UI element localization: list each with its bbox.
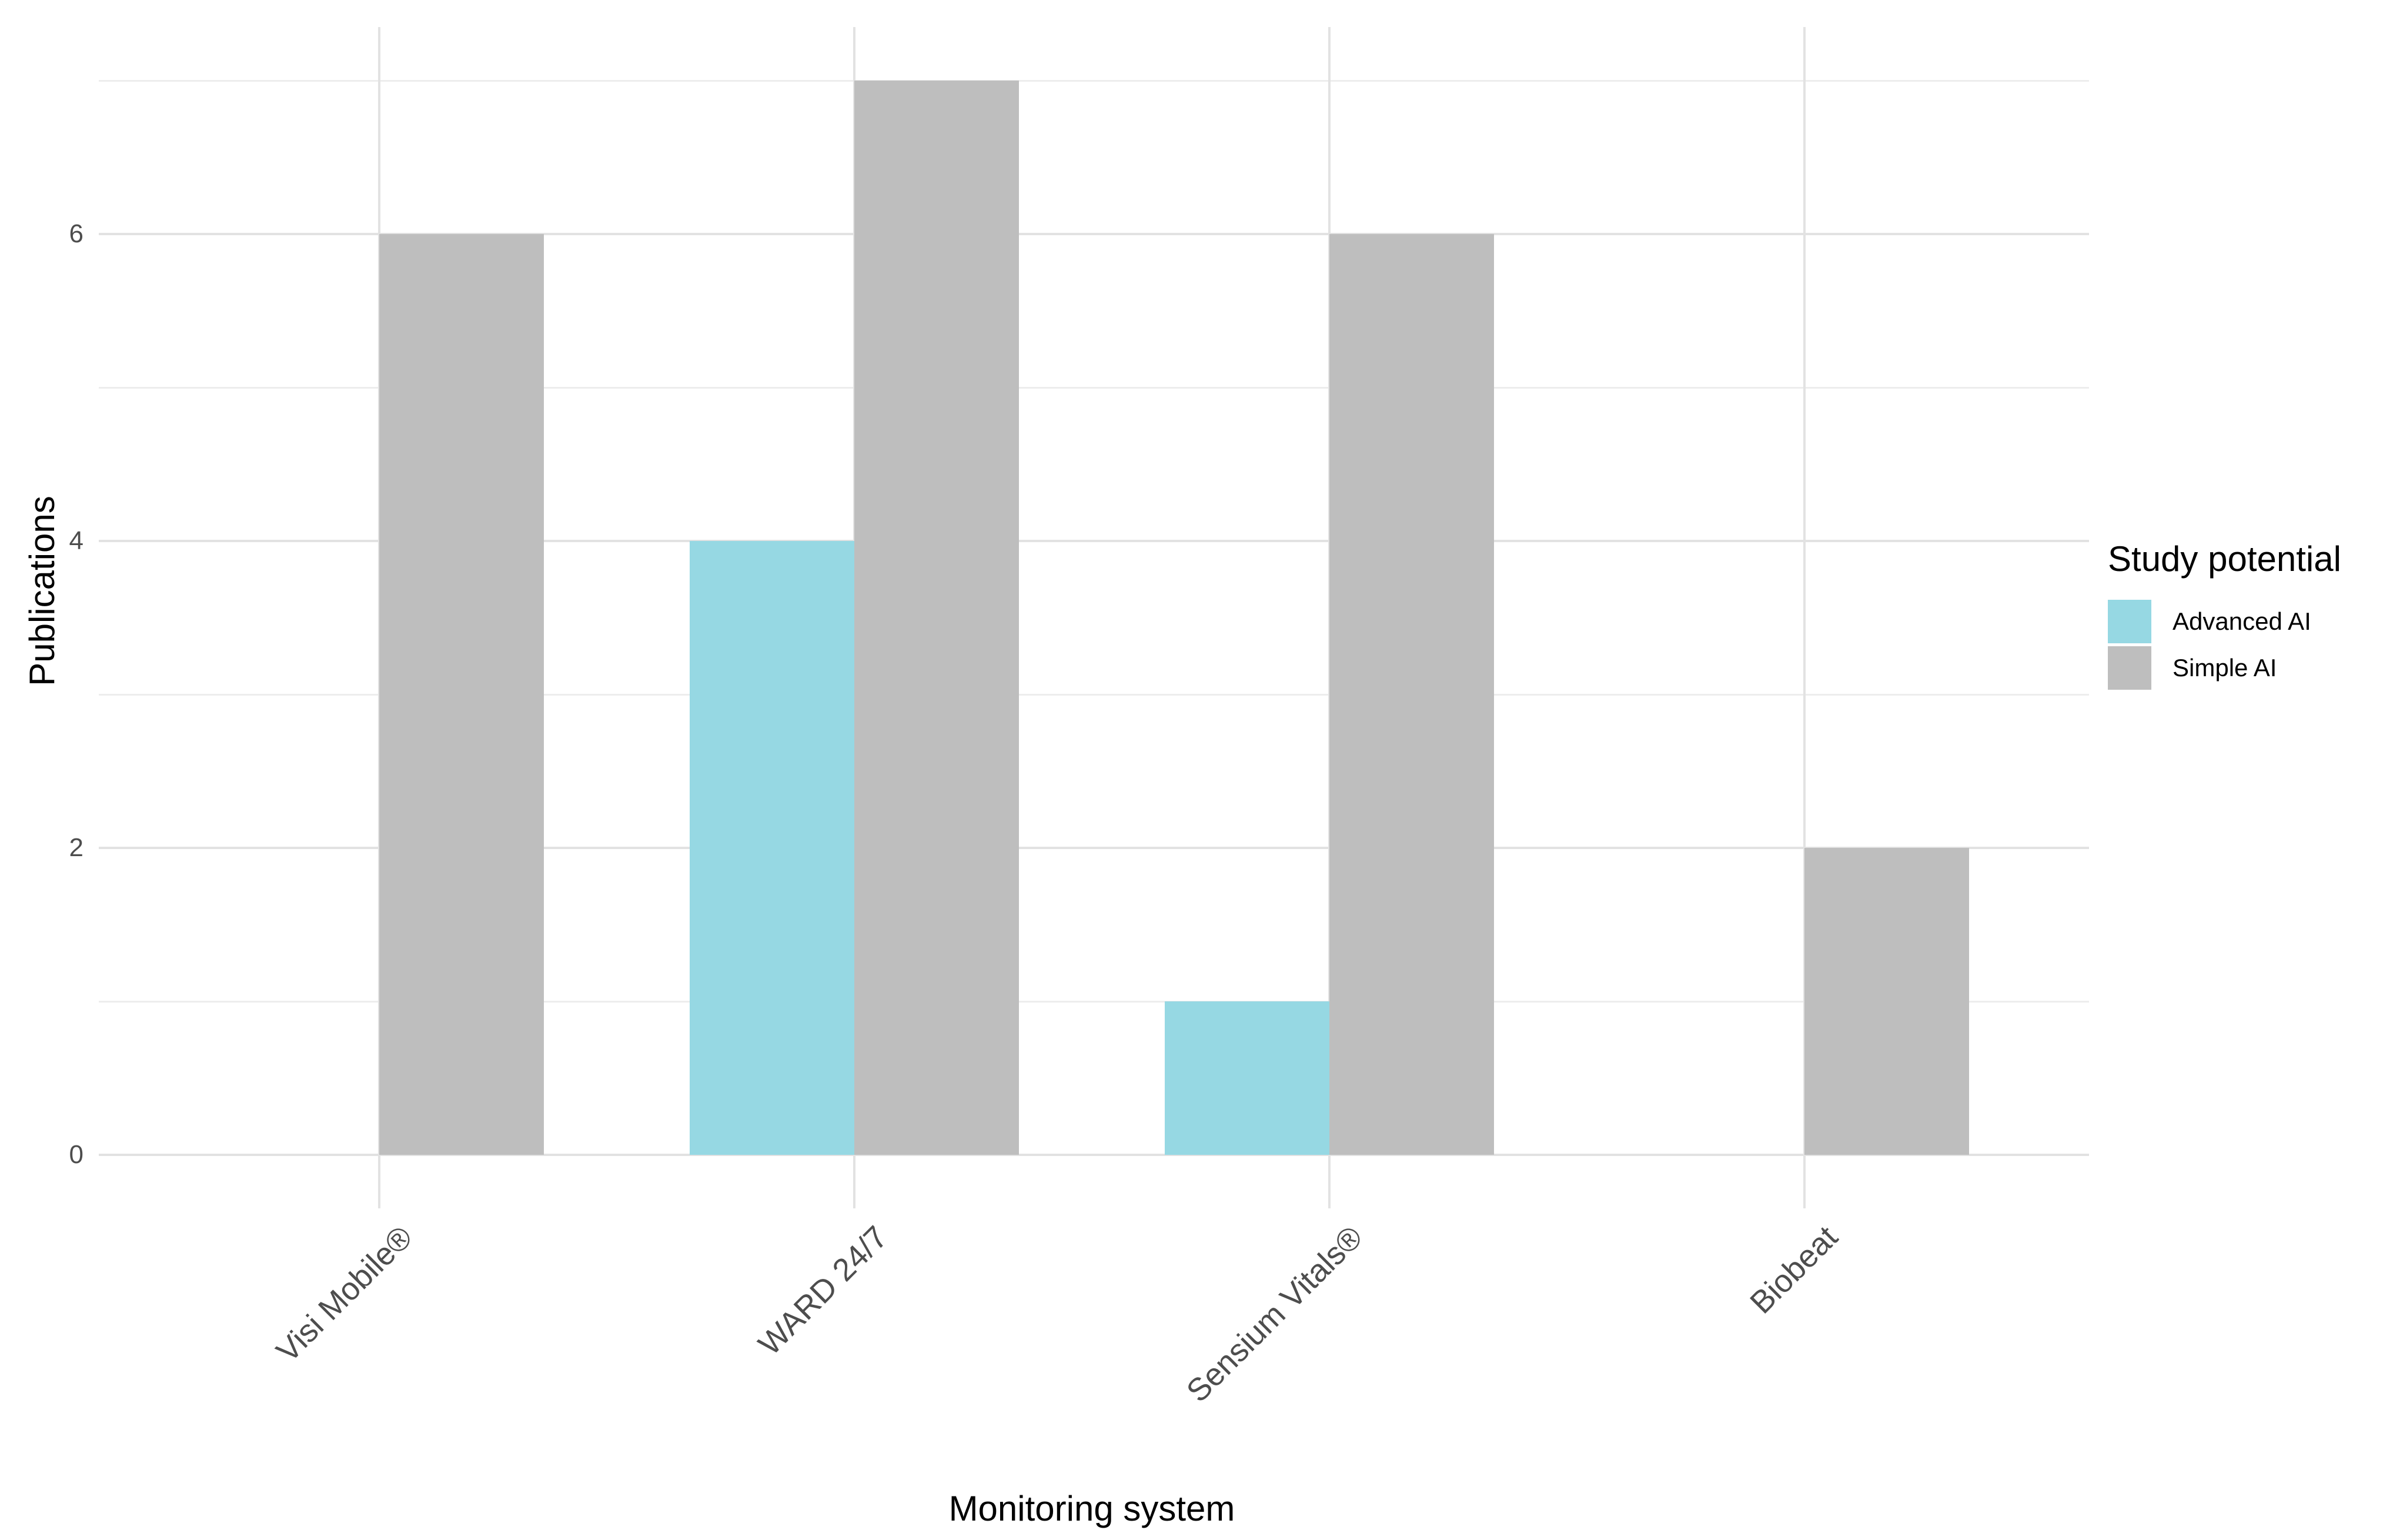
legend-item-simple-ai: Simple AI [2108, 646, 2383, 690]
x-tick-label-visi-mobile: Visi Mobile® [269, 1219, 420, 1369]
bar-advanced-ai-ward-24-7 [690, 541, 854, 1155]
y-tick-label-0: 0 [69, 1140, 83, 1169]
y-gridline-minor-5 [99, 387, 2089, 389]
legend-swatch-simple-ai [2108, 646, 2151, 690]
x-axis-title: Monitoring system [948, 1489, 1235, 1528]
legend-swatch-advanced-ai [2108, 600, 2151, 643]
legend: Study potential Advanced AI Simple AI [2108, 540, 2383, 693]
y-gridline-major-4 [99, 540, 2089, 542]
legend-item-advanced-ai: Advanced AI [2108, 600, 2383, 643]
x-gridline-biobeat [1803, 27, 1806, 1208]
bar-advanced-ai-sensium-vitals [1165, 1001, 1329, 1155]
y-gridline-minor-1 [99, 1001, 2089, 1003]
x-tick-label-biobeat: Biobeat [1743, 1219, 1845, 1321]
legend-title: Study potential [2108, 539, 2341, 579]
y-tick-label-6: 6 [69, 219, 83, 248]
y-gridline-major-6 [99, 233, 2089, 235]
bar-simple-ai-biobeat [1804, 848, 1969, 1155]
legend-label-simple-ai: Simple AI [2173, 654, 2277, 682]
legend-label-advanced-ai: Advanced AI [2173, 607, 2311, 635]
legend-items: Advanced AI Simple AI [2108, 600, 2383, 690]
y-axis-title: Publications [22, 496, 62, 686]
y-gridline-minor-3 [99, 694, 2089, 696]
y-gridline-major-2 [99, 847, 2089, 849]
y-tick-label-4: 4 [69, 526, 83, 555]
y-gridline-minor-7 [99, 80, 2089, 82]
y-tick-label-2: 2 [69, 833, 83, 862]
bar-simple-ai-visi-mobile [379, 234, 544, 1155]
y-gridline-major-0 [99, 1154, 2089, 1156]
bar-simple-ai-sensium-vitals [1329, 234, 1494, 1155]
bar-simple-ai-ward-24-7 [854, 81, 1019, 1155]
